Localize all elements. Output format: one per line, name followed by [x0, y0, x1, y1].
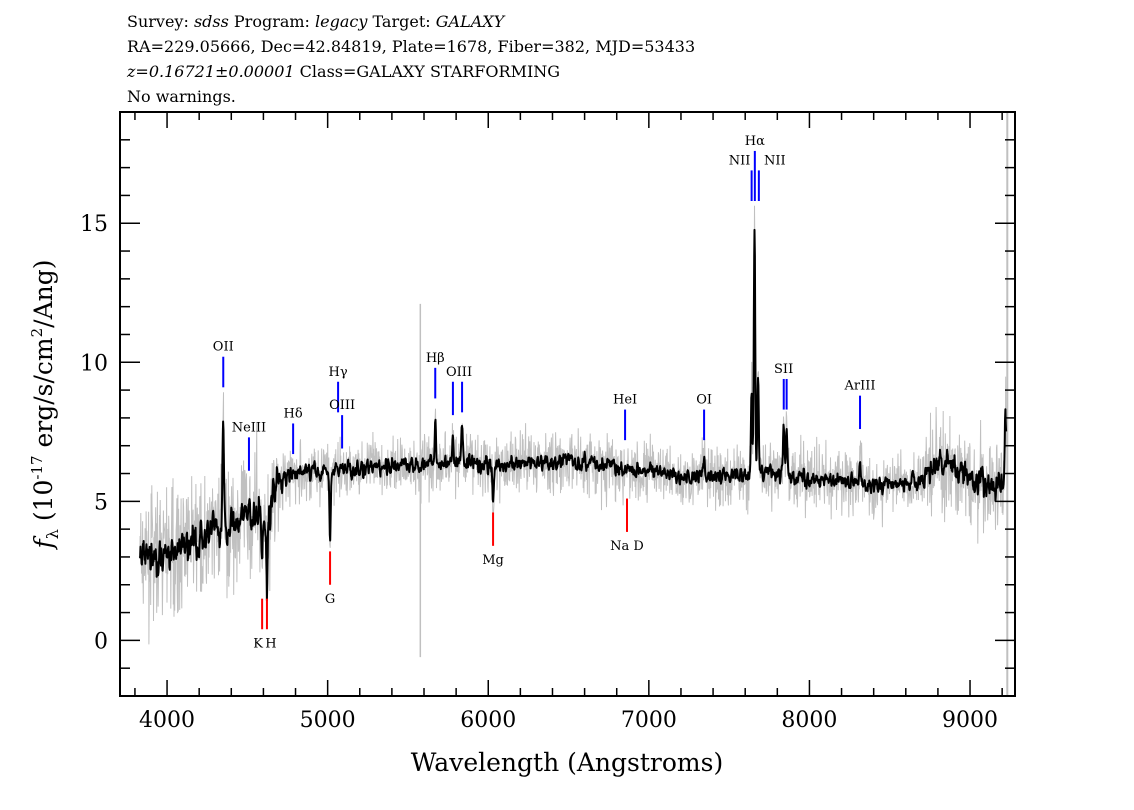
line-label-Hdelta: Hδ [284, 406, 303, 421]
header-line-4: No warnings. [127, 87, 236, 106]
error-band [139, 112, 1009, 696]
line-label-SII-6731: SII [774, 362, 793, 377]
line-label-Mg: Mg [482, 553, 504, 568]
error-spectrum-line [139, 205, 1007, 645]
line-label-ArIII: ArIII [844, 379, 876, 394]
header-line-2: RA=229.05666, Dec=42.84819, Plate=1678, … [127, 37, 695, 56]
survey-value: sdss [194, 12, 229, 31]
line-label-Hgamma: Hγ [329, 365, 348, 380]
line-label-K: K [253, 636, 263, 651]
redshift-value: z=0.16721±0.00001 [126, 62, 295, 81]
line-label-OIII-5007: OIII [446, 365, 472, 380]
x-tick-label: 5000 [300, 708, 356, 733]
program-value: legacy [315, 12, 368, 31]
y-tick-label: 5 [94, 490, 108, 515]
target-value: GALAXY [436, 12, 506, 31]
header-line-1: Survey: sdss Program: legacy Target: GAL… [127, 12, 506, 31]
x-tick-label: 6000 [460, 708, 516, 733]
line-label-NeIII: NeIII [232, 420, 266, 435]
line-label-H: H [265, 636, 276, 651]
y-tick-label: 15 [80, 212, 108, 237]
flux-spectrum-line [138, 228, 1008, 602]
line-label-OIII-4363: OIII [329, 398, 355, 413]
line-label-NaD: Na D [610, 539, 644, 554]
axes: 4000 5000 6000 7000 8000 9000 0 5 10 15 [80, 111, 1016, 733]
line-label-OI: OI [696, 393, 712, 408]
x-axis-label: Wavelength (Angstroms) [411, 748, 723, 777]
x-tick-label: 9000 [942, 708, 998, 733]
x-tick-label: 8000 [781, 708, 837, 733]
y-tick-label: 0 [94, 629, 108, 654]
line-label-OII: OII [213, 340, 234, 355]
plot-frame [119, 111, 1016, 697]
line-label-Halpha: Hα [745, 134, 765, 149]
line-label-NII-6548: NII [729, 153, 751, 168]
x-tick-label: 7000 [621, 708, 677, 733]
class-value: Class=GALAXY STARFORMING [295, 62, 560, 81]
flux-series [138, 228, 1008, 602]
y-tick-label: 10 [80, 351, 108, 376]
y-axis-label: fλ (10-17 erg/s/cm2/Ang) [28, 259, 62, 550]
header: Survey: sdss Program: legacy Target: GAL… [126, 12, 695, 106]
line-label-NII-6583: NII [764, 153, 786, 168]
line-label-HeI: HeI [613, 393, 637, 408]
header-line-3: z=0.16721±0.00001 Class=GALAXY STARFORMI… [126, 62, 560, 81]
x-tick-label: 4000 [139, 708, 195, 733]
line-label-G: G [325, 592, 335, 607]
line-label-Hbeta: Hβ [426, 351, 445, 366]
